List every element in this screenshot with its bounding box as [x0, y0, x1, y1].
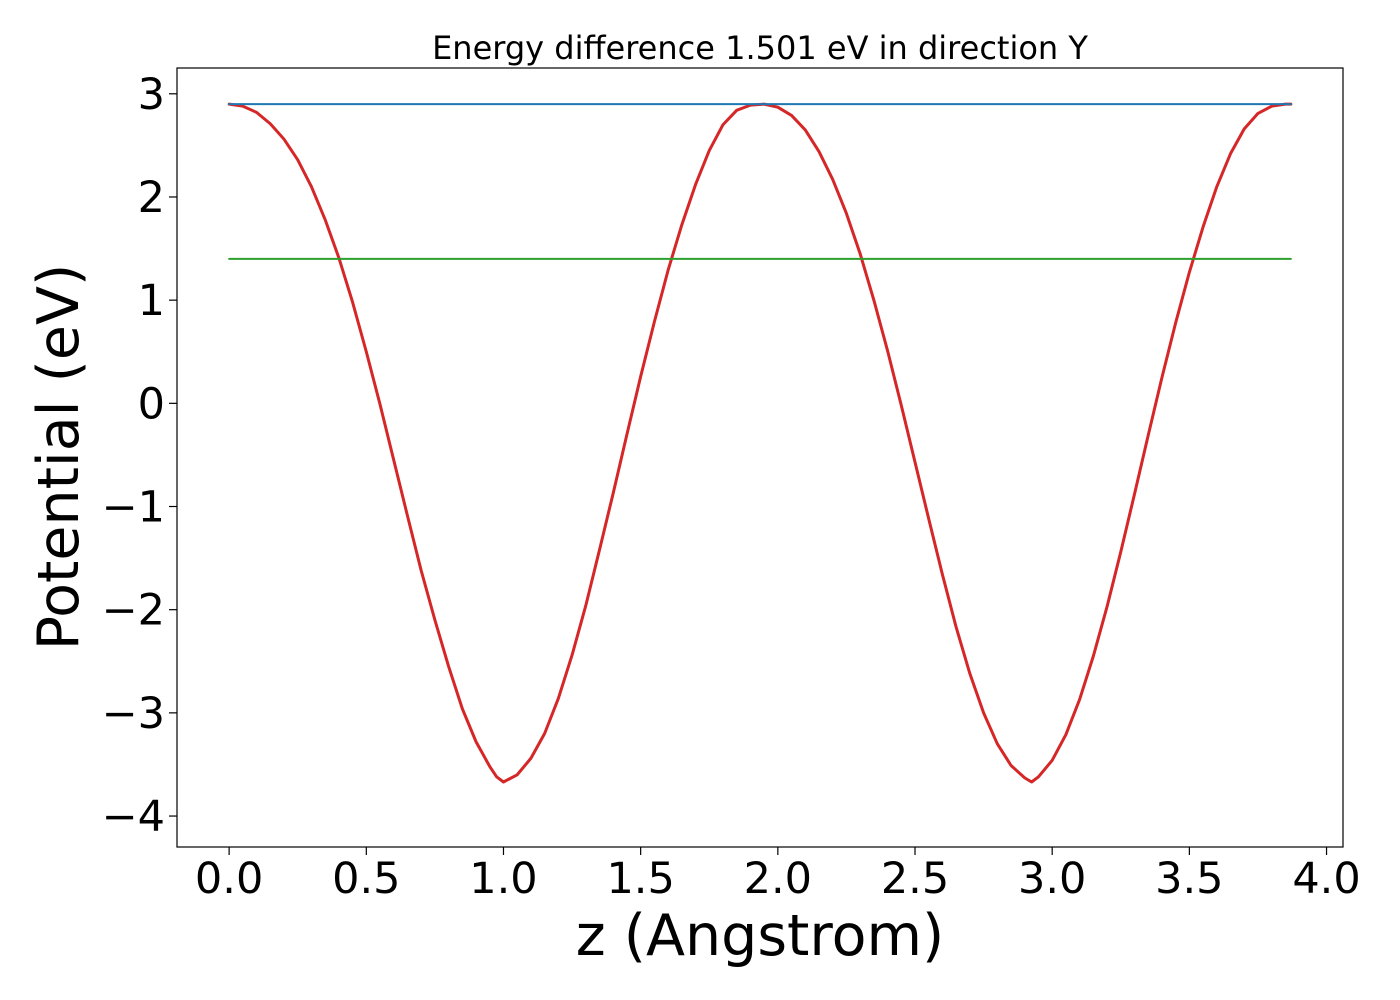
y-tick-label: 0 [138, 379, 165, 429]
chart-title: Energy difference 1.501 eV in direction … [432, 29, 1088, 67]
y-tick-label: 1 [138, 276, 165, 326]
y-axis-label: Potential (eV) [26, 264, 92, 650]
x-axis-label: z (Angstrom) [576, 903, 944, 969]
y-axis: −4 −3 −2 −1 0 1 2 3 [102, 70, 177, 842]
plot-area [176, 67, 1344, 848]
y-tick-label: 3 [138, 70, 165, 120]
x-tick-label: 4.0 [1292, 854, 1360, 904]
series-layer [227, 102, 1293, 784]
y-tick-label: −2 [102, 586, 165, 636]
x-tick-label: 2.0 [744, 854, 812, 904]
y-tick-label: −4 [102, 792, 165, 842]
plot-frame [176, 67, 1344, 848]
x-tick-label: 0.5 [332, 854, 400, 904]
y-tick-label: −1 [102, 483, 165, 533]
x-tick-label: 1.5 [606, 854, 674, 904]
x-tick-label: 3.5 [1155, 854, 1223, 904]
y-tick-label: −3 [102, 689, 165, 739]
y-tick-label: 2 [138, 173, 165, 223]
x-axis: 0.0 0.5 1.0 1.5 2.0 2.5 3.0 3.5 4.0 [195, 847, 1361, 904]
x-tick-label: 2.5 [881, 854, 949, 904]
x-tick-label: 1.0 [469, 854, 537, 904]
x-tick-label: 3.0 [1018, 854, 1086, 904]
x-tick-label: 0.0 [195, 854, 263, 904]
